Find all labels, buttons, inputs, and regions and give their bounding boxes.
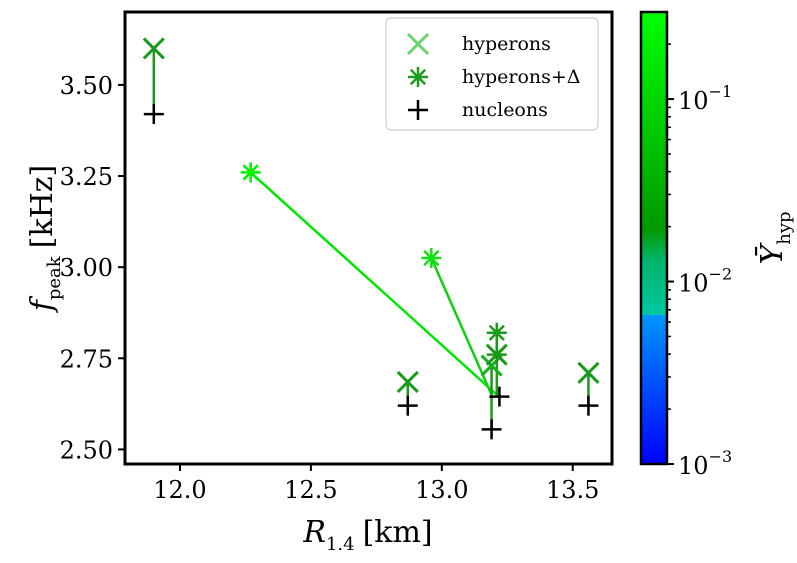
legend-label: hyperons — [462, 33, 551, 55]
y-tick-label: 2.75 — [60, 345, 113, 373]
y-axis-ticks: 2.50 2.75 3.00 3.25 3.50 — [60, 72, 125, 464]
legend-marker — [406, 32, 430, 56]
hyperon-point — [396, 370, 419, 394]
colorbar-tick-label: 10−3 — [678, 447, 732, 480]
legend: hyperons hyperons+Δ nucleons — [385, 17, 599, 131]
x-tick-label: 13.5 — [546, 476, 599, 504]
plot-frame — [123, 10, 614, 466]
x-axis-label: R1.4 [km] — [302, 515, 432, 555]
nucleon-point — [578, 395, 599, 416]
hyperon-delta-point — [486, 344, 507, 365]
y-tick-label: 3.00 — [60, 254, 113, 282]
legend-label: hyperons+Δ — [462, 66, 581, 88]
nucleon-point — [143, 104, 164, 125]
y-tick-label: 3.25 — [60, 163, 113, 191]
x-tick-label: 13.0 — [415, 476, 468, 504]
hyperon-point — [480, 354, 503, 377]
hyperon-point — [142, 37, 165, 60]
legend-label: nucleons — [462, 99, 548, 121]
colorbar-frame — [639, 10, 669, 466]
connector-line — [430, 257, 493, 396]
colorbar-tick-label: 10−1 — [678, 82, 732, 115]
connector-line — [249, 171, 498, 396]
hyperon-delta-point — [240, 162, 261, 183]
y-axis-label: fpeak[kHz] — [25, 165, 65, 314]
colorbar-tick-label: 10−2 — [678, 265, 732, 298]
x-axis-ticks: 12.0 12.5 13.0 13.5 — [153, 464, 599, 504]
legend-marker — [408, 100, 428, 120]
nucleon-point — [397, 395, 418, 416]
x-tick-label: 12.5 — [284, 476, 337, 504]
data-markers — [142, 37, 600, 440]
y-tick-label: 2.50 — [60, 436, 113, 464]
y-tick-label: 3.50 — [60, 72, 113, 100]
colorbar-label: Ȳhyp — [755, 211, 795, 264]
nucleon-point — [481, 419, 502, 440]
colorbar-gradient — [641, 12, 667, 464]
legend-marker — [408, 67, 428, 87]
colorbar: 10−3 10−2 10−1 Ȳhyp — [639, 10, 795, 480]
hyperon-delta-point — [486, 322, 507, 343]
x-tick-label: 12.0 — [153, 476, 206, 504]
nucleon-point — [489, 386, 510, 407]
hyperon-delta-point — [421, 248, 442, 269]
hyperon-point — [577, 361, 600, 384]
legend-box — [385, 17, 599, 131]
